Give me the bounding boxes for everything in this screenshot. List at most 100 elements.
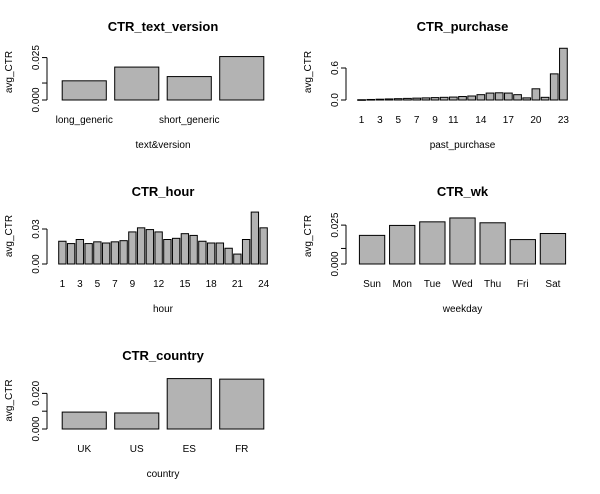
x-tick-label: Sat: [545, 279, 560, 290]
y-axis-label: avg_CTR: [303, 51, 314, 93]
bar: [206, 242, 216, 265]
bar: [75, 239, 85, 265]
panel-title: CTR_country: [122, 348, 204, 363]
x-tick-label: Sun: [363, 279, 381, 290]
x-tick-label: 11: [448, 115, 459, 126]
bar: [110, 241, 120, 265]
bar: [66, 243, 76, 265]
bar: [467, 95, 477, 101]
y-tick-label: 0.000: [31, 87, 42, 112]
bar: [412, 97, 421, 101]
bar: [439, 96, 449, 101]
x-tick-label: Thu: [484, 279, 501, 290]
x-tick-label: 12: [153, 279, 165, 290]
bar: [166, 378, 212, 430]
x-tick-label: long_generic: [56, 115, 113, 126]
bar: [171, 237, 181, 265]
bar: [458, 96, 467, 101]
bar: [479, 222, 506, 265]
y-axis-label: avg_CTR: [4, 215, 15, 257]
bar: [163, 239, 172, 265]
bar: [485, 92, 495, 101]
bar: [476, 94, 486, 101]
x-tick-label: UK: [77, 444, 91, 455]
bar: [430, 97, 440, 101]
x-axis-label: text&version: [135, 140, 190, 151]
x-tick-label: 9: [130, 279, 136, 290]
x-tick-label: 20: [530, 115, 542, 126]
bar: [128, 231, 137, 265]
bar: [61, 411, 107, 430]
y-axis-label: avg_CTR: [4, 51, 15, 93]
bar: [198, 240, 207, 265]
x-tick-label: 23: [558, 115, 570, 126]
panel-title: CTR_wk: [437, 184, 489, 199]
bar: [421, 97, 431, 101]
bar: [403, 97, 412, 101]
bar: [219, 378, 265, 430]
bar: [449, 217, 476, 265]
x-axis-label: weekday: [442, 304, 482, 315]
x-tick-label: Wed: [452, 279, 472, 290]
bar: [358, 234, 386, 265]
bar: [114, 412, 160, 430]
bar: [389, 224, 416, 265]
y-tick-label: 0.0: [330, 93, 341, 107]
x-tick-label: 1: [359, 115, 365, 126]
bar: [375, 98, 385, 101]
bar: [509, 239, 536, 265]
bar: [559, 47, 568, 101]
bar: [549, 73, 559, 101]
bar: [504, 92, 513, 101]
bar: [58, 240, 67, 265]
bar: [419, 221, 446, 265]
bar: [241, 239, 251, 265]
bar: [215, 242, 225, 265]
y-tick-label: 0.025: [31, 45, 42, 70]
x-tick-label: 15: [179, 279, 191, 290]
bar: [233, 253, 242, 265]
x-tick-label: Tue: [424, 279, 441, 290]
y-tick-label: 0.6: [330, 61, 341, 75]
bar: [531, 88, 541, 101]
x-tick-label: 3: [377, 115, 383, 126]
bar: [93, 241, 102, 265]
x-tick-label: 1: [60, 279, 66, 290]
y-tick-label: 0.000: [31, 416, 42, 441]
x-tick-label: 17: [503, 115, 515, 126]
x-axis-label: hour: [153, 304, 174, 315]
bar: [393, 98, 403, 101]
x-tick-label: Fri: [517, 279, 529, 290]
y-tick-label: 0.00: [31, 254, 42, 274]
y-tick-label: 0.03: [31, 219, 42, 239]
bar: [219, 56, 265, 101]
x-tick-label: 21: [232, 279, 244, 290]
bar: [154, 231, 163, 265]
panel-title: CTR_hour: [132, 184, 195, 199]
x-tick-label: 14: [475, 115, 487, 126]
bar: [136, 227, 146, 265]
bar: [494, 92, 504, 101]
x-tick-label: US: [130, 444, 144, 455]
x-tick-label: 5: [95, 279, 101, 290]
panel-title: CTR_purchase: [417, 19, 509, 34]
bar: [114, 66, 160, 101]
bar: [166, 76, 212, 101]
bar: [61, 80, 107, 101]
bar: [145, 229, 155, 265]
bar: [384, 98, 394, 101]
x-tick-label: 5: [395, 115, 401, 126]
bar: [357, 99, 366, 101]
x-tick-label: 7: [414, 115, 420, 126]
x-tick-label: 7: [112, 279, 118, 290]
x-tick-label: 9: [432, 115, 438, 126]
bar: [180, 233, 190, 265]
x-tick-label: 3: [77, 279, 83, 290]
bar: [119, 240, 128, 265]
x-axis-label: past_purchase: [430, 140, 496, 151]
bar: [224, 247, 233, 265]
bar: [189, 234, 198, 265]
x-tick-label: FR: [235, 444, 248, 455]
x-tick-label: Mon: [392, 279, 411, 290]
